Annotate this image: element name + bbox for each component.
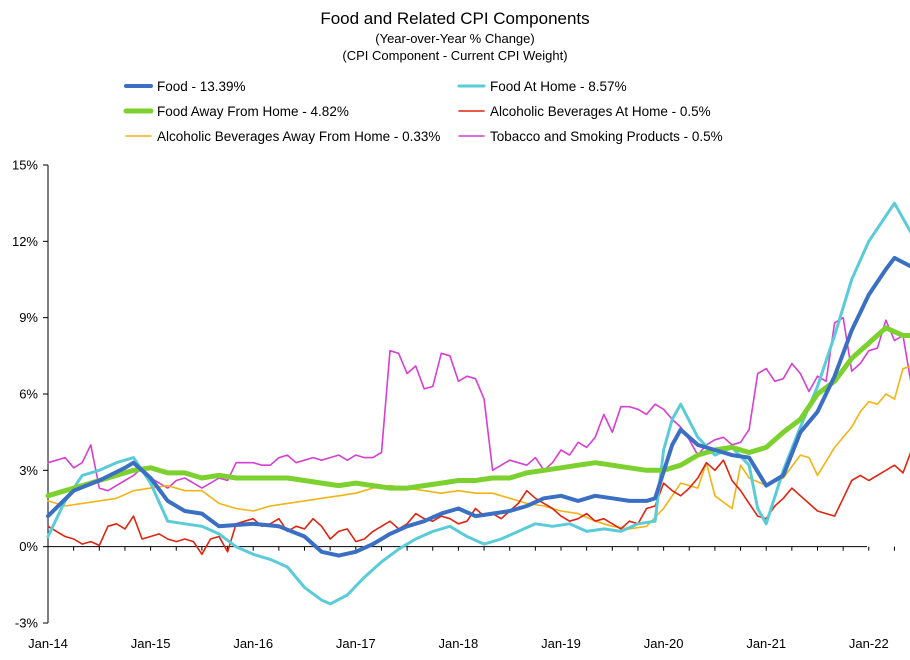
x-tick-label: Jan-17	[336, 636, 376, 651]
legend-label: Tobacco and Smoking Products - 0.5%	[490, 129, 723, 144]
y-tick-label: 0%	[19, 539, 38, 554]
series-line	[47, 451, 910, 556]
chart-titles: Food and Related CPI Components (Year-ov…	[0, 8, 910, 64]
chart-subtitle: (Year-over-Year % Change)	[375, 31, 535, 46]
legend-label: Food Away From Home - 4.82%	[157, 104, 349, 119]
legend: Food - 13.39% Food At Home - 8.57% Food Aw…	[123, 79, 723, 144]
y-tick-label: -3%	[15, 616, 39, 631]
x-tick-label: Jan-16	[233, 636, 273, 651]
x-tick-label: Jan-22	[849, 636, 889, 651]
y-tick-label: 3%	[19, 463, 38, 478]
y-tick-label: 6%	[19, 387, 38, 402]
legend-label: Alcoholic Beverages At Home - 0.5%	[490, 104, 711, 119]
series-line	[46, 201, 910, 606]
y-tick-label: 12%	[12, 234, 38, 249]
y-tick-label: 15%	[12, 158, 38, 173]
x-tick-label: Jan-15	[131, 636, 171, 651]
x-tick-label: Jan-18	[439, 636, 479, 651]
legend-label: Food At Home - 8.57%	[490, 79, 627, 94]
legend-label: Alcoholic Beverages Away From Home - 0.3…	[157, 129, 440, 144]
chart-subtitle-weight: (CPI Component - Current CPI Weight)	[342, 48, 568, 63]
x-tick-label: Jan-14	[28, 636, 68, 651]
series-group	[45, 201, 910, 606]
x-tick-label: Jan-19	[541, 636, 581, 651]
axes: -3% 0% 3% 6% 9% 12% 15% Jan-14 Jan-15 Jan-16 Jan-1…	[12, 158, 895, 651]
series-line	[47, 316, 910, 492]
x-tick-label: Jan-21	[746, 636, 786, 651]
x-tick-label: Jan-20	[644, 636, 684, 651]
y-tick-label: 9%	[19, 310, 38, 325]
series-line	[45, 325, 910, 499]
series-line	[46, 255, 910, 558]
chart-title: Food and Related CPI Components	[320, 9, 590, 28]
legend-label: Food - 13.39%	[157, 79, 246, 94]
